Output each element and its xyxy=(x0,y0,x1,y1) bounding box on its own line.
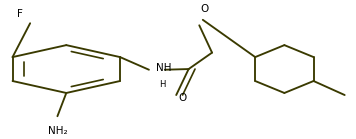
Text: NH₂: NH₂ xyxy=(48,126,67,136)
Text: O: O xyxy=(200,4,209,14)
Text: O: O xyxy=(178,93,187,103)
Text: NH: NH xyxy=(156,63,172,73)
Text: H: H xyxy=(159,80,166,89)
Text: F: F xyxy=(16,9,22,19)
